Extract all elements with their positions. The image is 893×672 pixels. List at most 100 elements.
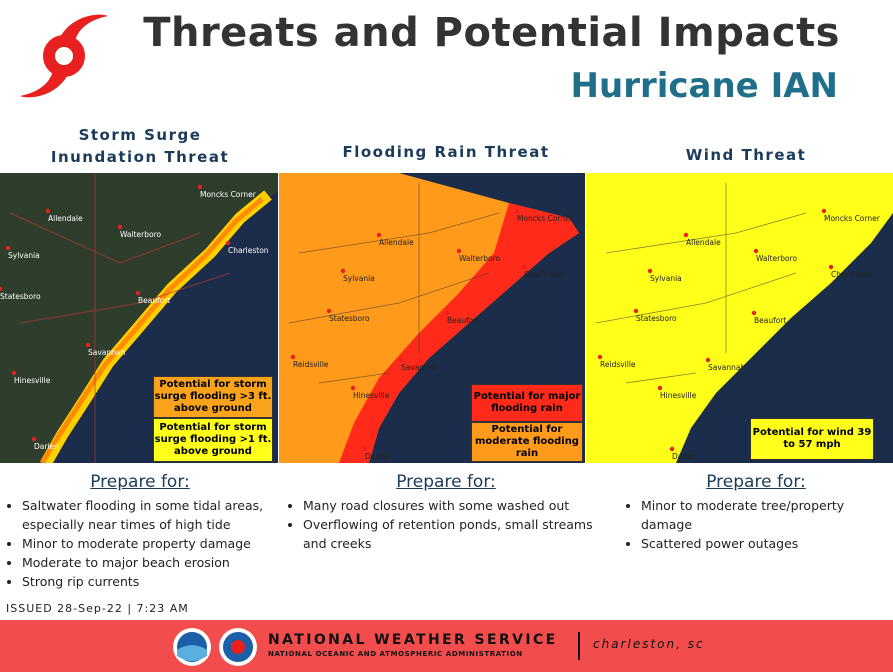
bullet-list: Saltwater flooding in some tidal areas, … bbox=[0, 496, 282, 591]
city-dot bbox=[751, 310, 757, 316]
agency-name: NATIONAL WEATHER SERVICE bbox=[268, 632, 558, 648]
city-label: Statesboro bbox=[636, 314, 677, 323]
agency-logos bbox=[173, 628, 257, 666]
panel-title: Flooding Rain Threat bbox=[342, 143, 550, 161]
panel-title-line: Storm Surge bbox=[78, 126, 202, 144]
city-dot bbox=[597, 354, 603, 360]
city-label: Walterboro bbox=[756, 254, 798, 263]
city-label: Walterboro bbox=[120, 230, 162, 239]
city-label: Beaufort bbox=[754, 316, 786, 325]
city-label: Charleston bbox=[524, 270, 565, 279]
city-label: Allendale bbox=[686, 238, 721, 247]
panel-title: Wind Threat bbox=[685, 146, 807, 164]
city-dot bbox=[521, 264, 527, 270]
city-dot bbox=[326, 308, 332, 314]
city-dot bbox=[31, 436, 37, 442]
city-label: Sylvania bbox=[650, 274, 682, 283]
parent-agency: NATIONAL OCEANIC AND ATMOSPHERIC ADMINIS… bbox=[268, 650, 523, 658]
city-label: Beaufort bbox=[447, 316, 479, 325]
city-label: Beaufort bbox=[138, 296, 170, 305]
city-dot bbox=[705, 357, 711, 363]
city-label: Hinesville bbox=[14, 376, 51, 385]
city-dot bbox=[11, 370, 17, 376]
city-label: Statesboro bbox=[0, 292, 41, 301]
prepare-heading: Prepare for: bbox=[396, 472, 496, 492]
city-label: Hinesville bbox=[353, 391, 390, 400]
city-label: Allendale bbox=[379, 238, 414, 247]
prepare-heading: Prepare for: bbox=[706, 472, 806, 492]
city-dot bbox=[753, 248, 759, 254]
city-label: Sylvania bbox=[8, 251, 40, 260]
city-label: Darien bbox=[34, 442, 59, 451]
city-dot bbox=[633, 308, 639, 314]
city-label: Sylvania bbox=[343, 274, 375, 283]
city-label: Charleston bbox=[831, 270, 872, 279]
city-dot bbox=[821, 208, 827, 214]
bullet: Minor to moderate property damage bbox=[22, 534, 282, 553]
panel-title-line: Inundation Threat bbox=[50, 148, 230, 166]
city-dot bbox=[5, 245, 11, 251]
bullet: Moderate to major beach erosion bbox=[22, 553, 282, 572]
legend-box: Potential for storm surge flooding >3 ft… bbox=[153, 376, 273, 418]
legend-box: Potential for major flooding rain bbox=[471, 384, 583, 422]
title: Threats and Potential Impacts bbox=[143, 10, 840, 56]
panel-title: Storm Surge Inundation Threat bbox=[20, 124, 260, 168]
bullet-list: Minor to moderate tree/property damageSc… bbox=[619, 496, 891, 553]
city-label: Savannah bbox=[708, 363, 745, 372]
city-label: Savannah bbox=[88, 348, 125, 357]
city-label: Moncks Corner bbox=[200, 190, 257, 199]
city-dot bbox=[376, 232, 382, 238]
city-dot bbox=[456, 248, 462, 254]
city-label: Darien bbox=[365, 452, 390, 461]
legend-box: Potential for wind 39 to 57 mph bbox=[750, 418, 874, 460]
city-dot bbox=[197, 184, 203, 190]
city-label: Charleston bbox=[228, 246, 269, 255]
city-label: Hinesville bbox=[660, 391, 697, 400]
city-label: Moncks Corner bbox=[517, 214, 574, 223]
subtitle: Hurricane IAN bbox=[570, 66, 838, 106]
city-dot bbox=[657, 385, 663, 391]
city-label: Allendale bbox=[48, 214, 83, 223]
city-dot bbox=[669, 446, 675, 452]
hurricane-logo bbox=[20, 14, 108, 98]
city-dot bbox=[0, 286, 3, 292]
bullet: Strong rip currents bbox=[22, 572, 282, 591]
city-label: Reidsville bbox=[600, 360, 636, 369]
legend-box: Potential for storm surge flooding >1 ft… bbox=[153, 418, 273, 462]
city-label: Darien bbox=[672, 452, 697, 461]
city-dot bbox=[514, 208, 520, 214]
bullet: Minor to moderate tree/property damage bbox=[641, 496, 891, 534]
bullet: Saltwater flooding in some tidal areas, … bbox=[22, 496, 282, 534]
wind-map: Allendale Moncks Corner Walterboro Charlest… bbox=[586, 173, 893, 463]
city-dot bbox=[340, 268, 346, 274]
city-dot bbox=[225, 240, 231, 246]
city-dot bbox=[290, 354, 296, 360]
city-dot bbox=[45, 208, 51, 214]
issued-time: ISSUED 28-Sep-22 | 7:23 AM bbox=[6, 602, 189, 615]
surge-map: Allendale Moncks Corner Walterboro Charlest… bbox=[0, 173, 278, 463]
bullet: Overflowing of retention ponds, small st… bbox=[303, 515, 603, 553]
city-dot bbox=[647, 268, 653, 274]
city-label: Walterboro bbox=[459, 254, 501, 263]
bullet: Many road closures with some washed out bbox=[303, 496, 603, 515]
city-dot bbox=[444, 310, 450, 316]
office-name: charleston, sc bbox=[593, 637, 705, 651]
footer-band bbox=[0, 620, 893, 672]
city-label: Reidsville bbox=[293, 360, 329, 369]
prepare-heading: Prepare for: bbox=[90, 472, 190, 492]
legend-box: Potential for moderate flooding rain bbox=[471, 422, 583, 462]
city-dot bbox=[828, 264, 834, 270]
city-dot bbox=[398, 357, 404, 363]
bullet: Scattered power outages bbox=[641, 534, 891, 553]
city-dot bbox=[85, 342, 91, 348]
city-label: Statesboro bbox=[329, 314, 370, 323]
city-label: Moncks Corner bbox=[824, 214, 881, 223]
city-dot bbox=[350, 385, 356, 391]
divider bbox=[578, 632, 580, 660]
city-dot bbox=[117, 224, 123, 230]
bullet-list: Many road closures with some washed outO… bbox=[281, 496, 603, 553]
city-dot bbox=[135, 290, 141, 296]
city-label: Savannah bbox=[401, 363, 438, 372]
city-dot bbox=[362, 446, 368, 452]
